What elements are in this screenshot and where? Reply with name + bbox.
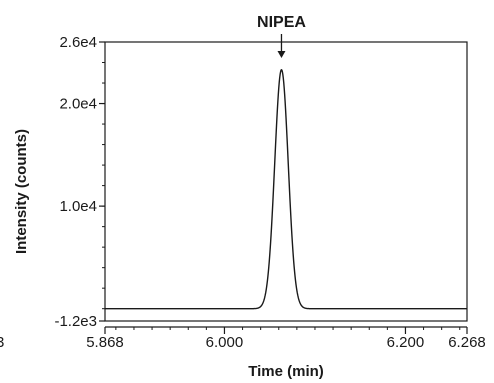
chromatogram-trace bbox=[104, 68, 468, 310]
y-tick-label: 2.0e4 bbox=[59, 96, 97, 113]
x-tick-label: 6.268 bbox=[448, 334, 486, 351]
y-tick-label: -1.2e3 bbox=[54, 313, 97, 330]
y-tick-label: 2.6e4 bbox=[59, 34, 97, 51]
x-tick-label: 6.000 bbox=[206, 334, 244, 351]
peak-annotation-label: NIPEA bbox=[257, 14, 306, 31]
annotation-arrow-head bbox=[277, 51, 286, 58]
stray-text: 3 bbox=[0, 334, 4, 351]
x-axis-title: Time (min) bbox=[248, 363, 324, 380]
x-tick-label: 6.200 bbox=[387, 334, 425, 351]
plot-frame bbox=[104, 41, 468, 322]
series-layer bbox=[104, 68, 468, 310]
y-tick-label: 1.0e4 bbox=[59, 198, 97, 215]
axes bbox=[99, 41, 468, 334]
x-tick-label: 5.868 bbox=[86, 334, 124, 351]
labels-layer: -1.2e3 1.0e4 2.0e4 2.6e4 5.868 6.000 6.200 6.26… bbox=[0, 14, 486, 380]
y-axis-title: Intensity (counts) bbox=[13, 129, 30, 254]
